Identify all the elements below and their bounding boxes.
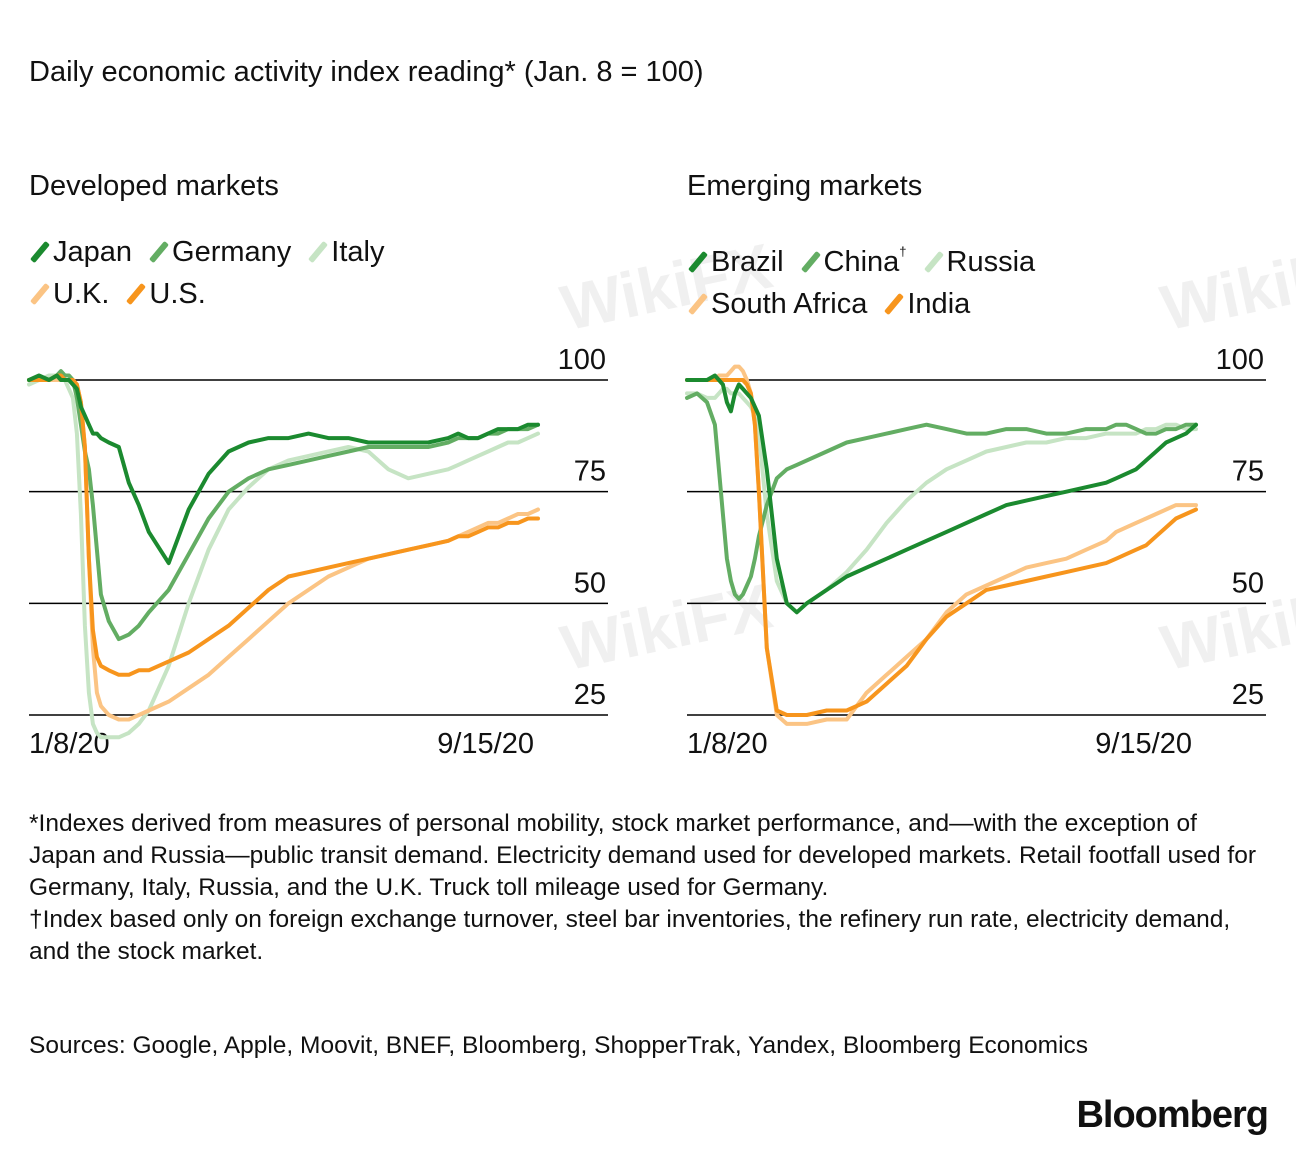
legend-item-italy: Italy [307,231,384,273]
footnotes: *Indexes derived from measures of person… [29,808,1269,968]
y-tick-label-50: 50 [574,567,606,599]
series-line-russia [685,386,1198,615]
x-tick-label-end: 9/15/20 [437,728,534,760]
emerging-markets-legend: Brazil China† Russia South Africa India [687,231,1247,325]
series-line-india [685,378,1198,717]
legend-item-u-s: U.S. [125,273,206,315]
y-tick-label-75: 75 [574,456,606,488]
legend-label: China [823,246,900,278]
y-tick-label-50: 50 [1232,567,1264,599]
legend-label: Brazil [711,246,784,278]
legend-item-india: India [883,283,970,325]
legend-label: U.S. [149,278,206,310]
x-tick-label-start: 1/8/20 [687,728,768,760]
footnote-dagger: †Index based only on foreign exchange tu… [29,906,1231,965]
series-line-italy [27,373,540,740]
developed-markets-legend: Japan Germany Italy U.K. U.S. [29,231,589,315]
sources-text: Sources: Google, Apple, Moovit, BNEF, Bl… [29,1032,1089,1059]
legend-item-u-k: U.K. [29,273,109,315]
developed-markets-panel: Developed markets Japan Germany Italy U.K. U… [0,165,610,765]
legend-item-brazil: Brazil [687,241,784,283]
emerging-markets-chart: 100 75 50 25 1/8/20 9/15/20 [685,344,1266,760]
series-line-china [685,391,1198,601]
legend-label: Germany [172,236,292,268]
emerging-markets-title: Emerging markets [687,170,923,202]
legend-label: South Africa [711,288,868,320]
legend-item-japan: Japan [29,231,132,273]
legend-label: Japan [53,236,133,268]
y-tick-label-75: 75 [1232,456,1264,488]
legend-footnote-mark: † [899,244,907,259]
x-tick-label-end: 9/15/20 [1095,728,1192,760]
y-tick-label-100: 100 [558,344,606,376]
page-title: Daily economic activity index reading* (… [29,56,704,88]
series-line-u-s [27,373,540,677]
emerging-markets-panel: Emerging markets Brazil China† Russia South… [658,165,1268,765]
legend-item-china: China† [800,231,907,283]
series-line-japan [27,373,540,566]
y-tick-label-25: 25 [1232,679,1264,711]
legend-label: Italy [331,236,385,268]
legend-item-south-africa: South Africa [687,283,867,325]
legend-label: Russia [946,246,1036,278]
developed-markets-title: Developed markets [29,170,279,202]
footnote-asterisk: *Indexes derived from measures of person… [29,810,1257,901]
y-tick-label-25: 25 [574,679,606,711]
y-tick-label-100: 100 [1216,344,1264,376]
legend-item-germany: Germany [148,231,291,273]
legend-label: India [907,288,971,320]
series-line-brazil [685,373,1198,615]
legend-label: U.K. [53,278,110,310]
series-line-germany [27,369,540,642]
bloomberg-logo: Bloomberg [1076,1094,1269,1136]
legend-item-russia: Russia [923,241,1036,283]
